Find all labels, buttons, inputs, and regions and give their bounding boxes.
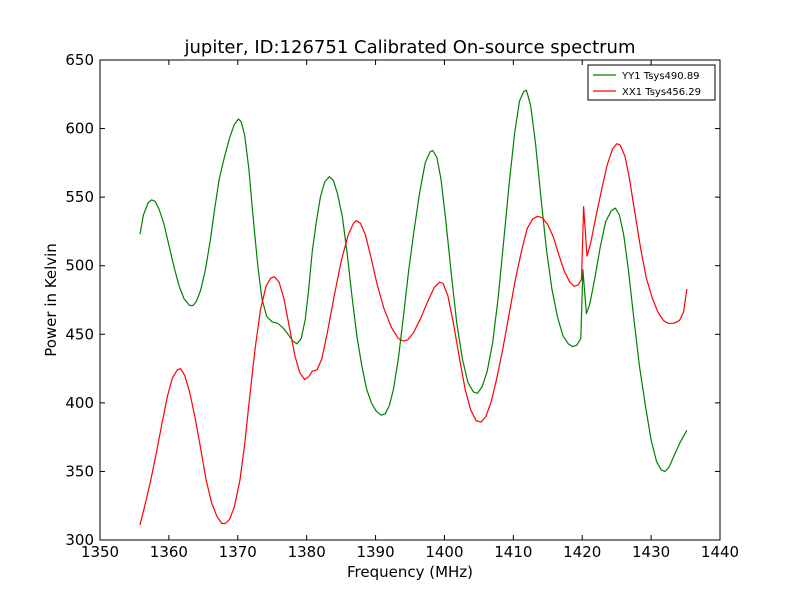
x-tick-label: 1380 [288, 543, 326, 561]
x-tick-label: 1420 [563, 543, 601, 561]
x-tick-label: 1410 [494, 543, 532, 561]
x-tick-label: 1440 [701, 543, 739, 561]
chart-title: jupiter, ID:126751 Calibrated On-source … [184, 37, 636, 58]
y-tick-label: 300 [65, 531, 94, 549]
y-tick-label: 650 [65, 51, 94, 69]
x-tick-label: 1430 [632, 543, 670, 561]
x-axis-label: Frequency (MHz) [347, 563, 473, 581]
x-axis: 1350 1360 1370 1380 1390 1400 1410 1420 1430 1440 [81, 60, 739, 561]
y-tick-label: 550 [65, 188, 94, 206]
legend-label: YY1 Tsys490.89 [621, 71, 700, 82]
x-tick-label: 1350 [81, 543, 119, 561]
legend: YY1 Tsys490.89 XX1 Tsys456.29 [587, 64, 716, 101]
y-axis: 300 350 400 450 500 550 600 650 [65, 51, 720, 549]
x-tick-label: 1390 [356, 543, 394, 561]
x-tick-label: 1360 [150, 543, 188, 561]
y-tick-label: 450 [65, 325, 94, 343]
x-tick-label: 1370 [219, 543, 257, 561]
legend-label: XX1 Tsys456.29 [622, 87, 701, 98]
x-tick-label: 1400 [425, 543, 463, 561]
y-tick-label: 400 [65, 394, 94, 412]
series-line-xx1 [139, 143, 688, 526]
y-tick-label: 350 [65, 462, 94, 480]
legend-box [587, 64, 716, 101]
y-tick-label: 500 [65, 257, 94, 275]
plot-frame [99, 59, 721, 541]
y-tick-label: 600 [65, 120, 94, 138]
plot-lines [139, 89, 688, 526]
y-axis-label: Power in Kelvin [42, 243, 60, 357]
